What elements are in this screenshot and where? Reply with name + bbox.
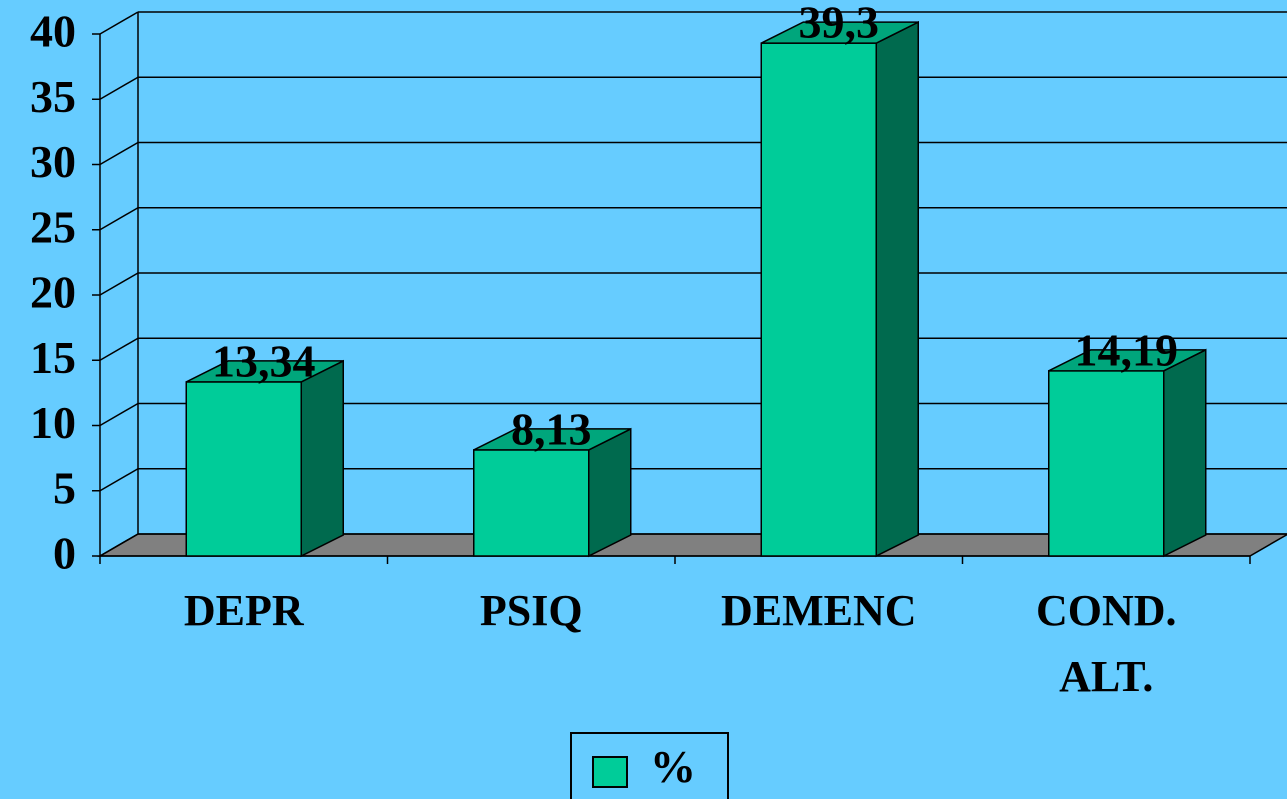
grid-line-side — [99, 272, 139, 296]
y-tick-label: 0 — [53, 528, 76, 579]
y-tick-label: 30 — [30, 136, 76, 187]
legend: % — [570, 732, 729, 799]
bar — [760, 20, 919, 558]
grid-line-side — [99, 533, 139, 557]
legend-swatch — [592, 756, 628, 788]
bar-top — [185, 360, 344, 383]
data-label: 8,13 — [511, 403, 592, 454]
y-tick-label: 40 — [30, 6, 76, 57]
bar-top — [1048, 349, 1207, 372]
bar — [1048, 348, 1207, 558]
y-tick-label: 20 — [30, 267, 76, 318]
y-tick-label: 25 — [30, 201, 76, 252]
y-tick-label: 10 — [30, 397, 76, 448]
grid-line-side — [99, 468, 139, 492]
grid-line-side — [99, 337, 139, 361]
bar — [185, 359, 344, 558]
grid-line-side — [99, 11, 139, 35]
y-tick-label: 15 — [30, 332, 76, 383]
data-label: 14,19 — [1075, 324, 1179, 375]
x-tick-label: DEMENC — [720, 586, 917, 635]
bar-front — [760, 42, 877, 557]
grid-line-side — [99, 207, 139, 231]
data-label: 13,34 — [212, 335, 316, 386]
bar-side — [300, 359, 344, 558]
grid-line-side — [99, 76, 139, 100]
bar-front — [1048, 370, 1165, 557]
bar-top — [760, 21, 919, 44]
grid-line-side — [99, 402, 139, 427]
bar-front — [473, 449, 590, 557]
bar-side — [875, 20, 919, 558]
y-tick-label: 5 — [53, 462, 76, 513]
x-tick-label: DEPR — [183, 586, 304, 635]
y-tick-label: 35 — [30, 71, 76, 122]
bar-top — [473, 428, 632, 451]
grid-line-side — [99, 141, 139, 166]
bar-side — [1163, 348, 1207, 558]
bar-side — [588, 427, 632, 558]
bar — [473, 427, 632, 558]
legend-label: % — [650, 741, 696, 792]
bar-front — [185, 381, 302, 557]
x-tick-label: COND. ALT. — [1035, 586, 1177, 701]
x-tick-label: PSIQ — [479, 586, 583, 635]
data-label: 39,3 — [799, 0, 880, 48]
